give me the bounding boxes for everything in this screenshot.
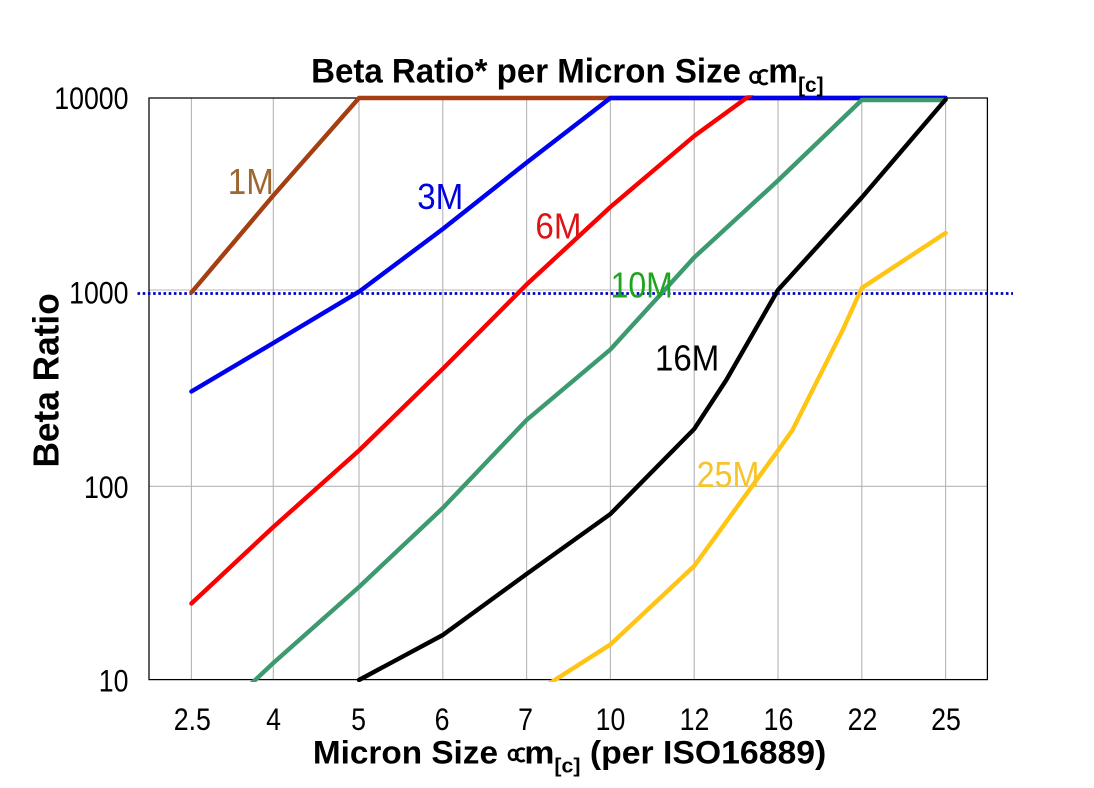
svg-text:16: 16 <box>764 703 794 738</box>
svg-text:3M: 3M <box>417 178 463 218</box>
svg-text:16M: 16M <box>655 339 719 379</box>
svg-text:Beta Ratio* per Micron Size: Beta Ratio* per Micron Size <box>311 52 741 91</box>
svg-text:10000: 10000 <box>54 82 128 117</box>
svg-text:4: 4 <box>266 703 281 738</box>
svg-text:10: 10 <box>596 703 626 738</box>
svg-text:100: 100 <box>84 471 129 506</box>
svg-text:1M: 1M <box>228 163 274 203</box>
svg-text:10M: 10M <box>611 266 673 306</box>
svg-text:10: 10 <box>99 665 129 700</box>
svg-text:25M: 25M <box>697 456 760 496</box>
svg-text:Beta Ratio: Beta Ratio <box>26 293 66 467</box>
svg-text:6M: 6M <box>535 207 581 247</box>
svg-text:12: 12 <box>680 703 710 738</box>
svg-text:6: 6 <box>435 703 450 738</box>
svg-text:22: 22 <box>848 703 878 738</box>
svg-text:m[c]: m[c] <box>768 52 823 97</box>
svg-text:2.5: 2.5 <box>174 703 211 738</box>
svg-text:7: 7 <box>518 703 533 738</box>
svg-text:1000: 1000 <box>69 277 128 312</box>
svg-text:Micron Size: Micron Size <box>313 734 498 771</box>
svg-text:5: 5 <box>351 703 366 738</box>
svg-text:25: 25 <box>931 703 961 738</box>
